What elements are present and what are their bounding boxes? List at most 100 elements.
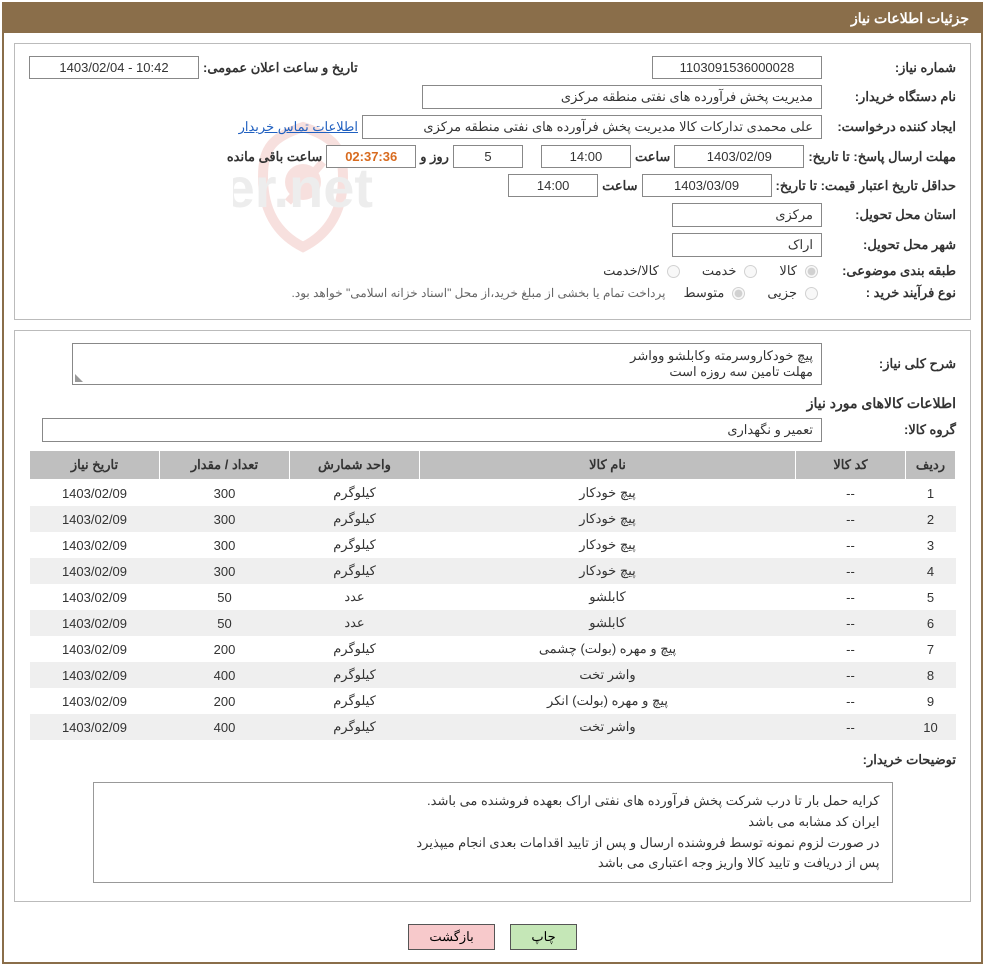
table-cell: -- (796, 688, 906, 714)
table-cell: پیچ خودکار (420, 480, 796, 507)
table-cell: -- (796, 480, 906, 507)
table-cell: 200 (160, 688, 290, 714)
table-cell: -- (796, 610, 906, 636)
goods-table: ردیف کد کالا نام کالا واحد شمارش تعداد /… (29, 450, 956, 740)
table-cell: 1403/02/09 (30, 610, 160, 636)
col-code: کد کالا (796, 451, 906, 480)
province-value: مرکزی (672, 203, 822, 227)
buyer-org-label: نام دستگاه خریدار: (826, 89, 956, 105)
requester-value: علی محمدی تدارکات کالا مدیریت پخش فرآورد… (362, 115, 822, 139)
city-label: شهر محل تحویل: (826, 237, 956, 253)
city-value: اراک (672, 233, 822, 257)
table-cell: 1403/02/09 (30, 584, 160, 610)
table-cell: واشر تخت (420, 714, 796, 740)
table-cell: 50 (160, 584, 290, 610)
table-cell: کیلوگرم (290, 532, 420, 558)
table-row: 2--پیچ خودکارکیلوگرم3001403/02/09 (30, 506, 956, 532)
class-goods-service-text: کالا/خدمت (603, 263, 659, 279)
need-info-panel: AriaTender.net شماره نیاز: 1103091536000… (14, 43, 971, 320)
button-row: چاپ بازگشت (4, 912, 981, 962)
time-label-2: ساعت (602, 178, 637, 194)
table-cell: -- (796, 636, 906, 662)
col-qty: تعداد / مقدار (160, 451, 290, 480)
desc-textarea: پیچ خودکاروسرمته وکابلشو وواشر مهلت تامی… (72, 343, 822, 385)
goods-panel: شرح کلی نیاز: پیچ خودکاروسرمته وکابلشو و… (14, 330, 971, 902)
days-and-label: روز و (420, 149, 449, 165)
reply-deadline-label-1: مهلت ارسال پاسخ: (853, 149, 956, 164)
class-goods-service-radio (667, 265, 680, 278)
price-validity-label-1: حداقل تاریخ اعتبار قیمت: (821, 178, 956, 193)
table-cell: 8 (906, 662, 956, 688)
table-cell: پیچ و مهره (بولت) چشمی (420, 636, 796, 662)
price-date-value: 1403/03/09 (642, 174, 772, 197)
requester-label: ایجاد کننده درخواست: (826, 119, 956, 135)
table-cell: پیچ و مهره (بولت) انکر (420, 688, 796, 714)
price-validity-label: حداقل تاریخ اعتبار قیمت: تا تاریخ: (776, 178, 956, 194)
goods-section-title: اطلاعات کالاهای مورد نیاز (29, 395, 956, 412)
need-no-value: 1103091536000028 (652, 56, 822, 79)
table-cell: 10 (906, 714, 956, 740)
table-cell: کیلوگرم (290, 558, 420, 584)
process-medium-radio (732, 287, 745, 300)
table-cell: 300 (160, 506, 290, 532)
table-cell: 1403/02/09 (30, 558, 160, 584)
table-cell: کیلوگرم (290, 688, 420, 714)
table-cell: -- (796, 558, 906, 584)
table-cell: 6 (906, 610, 956, 636)
buyer-notes-box: کرایه حمل بار تا درب شرکت پخش فرآورده ها… (93, 782, 893, 883)
class-service-text: خدمت (702, 263, 737, 279)
table-cell: -- (796, 662, 906, 688)
table-cell: 3 (906, 532, 956, 558)
table-cell: 300 (160, 558, 290, 584)
back-button[interactable]: بازگشت (408, 924, 494, 950)
buyer-notes-label: توضیحات خریدار: (826, 752, 956, 768)
process-medium-text: متوسط (683, 285, 724, 301)
table-cell: 1403/02/09 (30, 688, 160, 714)
desc-line-1: پیچ خودکاروسرمته وکابلشو وواشر (81, 348, 813, 364)
col-date: تاریخ نیاز (30, 451, 160, 480)
table-cell: -- (796, 532, 906, 558)
table-row: 9--پیچ و مهره (بولت) انکرکیلوگرم2001403/… (30, 688, 956, 714)
desc-label: شرح کلی نیاز: (826, 356, 956, 372)
desc-line-2: مهلت تامین سه روزه است (81, 364, 813, 380)
table-cell: کیلوگرم (290, 506, 420, 532)
table-cell: 7 (906, 636, 956, 662)
table-cell: 200 (160, 636, 290, 662)
table-cell: 1403/02/09 (30, 506, 160, 532)
table-cell: -- (796, 714, 906, 740)
table-cell: 300 (160, 480, 290, 507)
class-goods-radio (805, 265, 818, 278)
print-button[interactable]: چاپ (510, 924, 576, 950)
reply-deadline-label: مهلت ارسال پاسخ: تا تاریخ: (808, 149, 956, 165)
time-label-1: ساعت (635, 149, 670, 165)
col-name: نام کالا (420, 451, 796, 480)
buyer-contact-link[interactable]: اطلاعات تماس خریدار (239, 119, 358, 135)
table-cell: کابلشو (420, 610, 796, 636)
table-row: 10--واشر تختکیلوگرم4001403/02/09 (30, 714, 956, 740)
table-cell: کیلوگرم (290, 480, 420, 507)
days-value: 5 (453, 145, 523, 168)
province-label: استان محل تحویل: (826, 207, 956, 223)
buyer-note-line: کرایه حمل بار تا درب شرکت پخش فرآورده ها… (106, 791, 880, 812)
process-partial-radio (805, 287, 818, 300)
table-cell: 2 (906, 506, 956, 532)
countdown-value: 02:37:36 (326, 145, 416, 168)
table-header-row: ردیف کد کالا نام کالا واحد شمارش تعداد /… (30, 451, 956, 480)
reply-date-value: 1403/02/09 (674, 145, 804, 168)
table-row: 6--کابلشوعدد501403/02/09 (30, 610, 956, 636)
table-cell: کابلشو (420, 584, 796, 610)
page-title: جزئیات اطلاعات نیاز (4, 4, 981, 33)
table-cell: 9 (906, 688, 956, 714)
table-cell: کیلوگرم (290, 714, 420, 740)
reply-deadline-label-2: تا تاریخ: (808, 149, 849, 164)
table-cell: پیچ خودکار (420, 558, 796, 584)
table-cell: پیچ خودکار (420, 506, 796, 532)
table-row: 8--واشر تختکیلوگرم4001403/02/09 (30, 662, 956, 688)
table-row: 7--پیچ و مهره (بولت) چشمیکیلوگرم2001403/… (30, 636, 956, 662)
table-cell: 50 (160, 610, 290, 636)
class-service-radio (744, 265, 757, 278)
table-cell: 4 (906, 558, 956, 584)
table-cell: 1 (906, 480, 956, 507)
buyer-note-line: ایران کد مشابه می باشد (106, 812, 880, 833)
table-cell: واشر تخت (420, 662, 796, 688)
